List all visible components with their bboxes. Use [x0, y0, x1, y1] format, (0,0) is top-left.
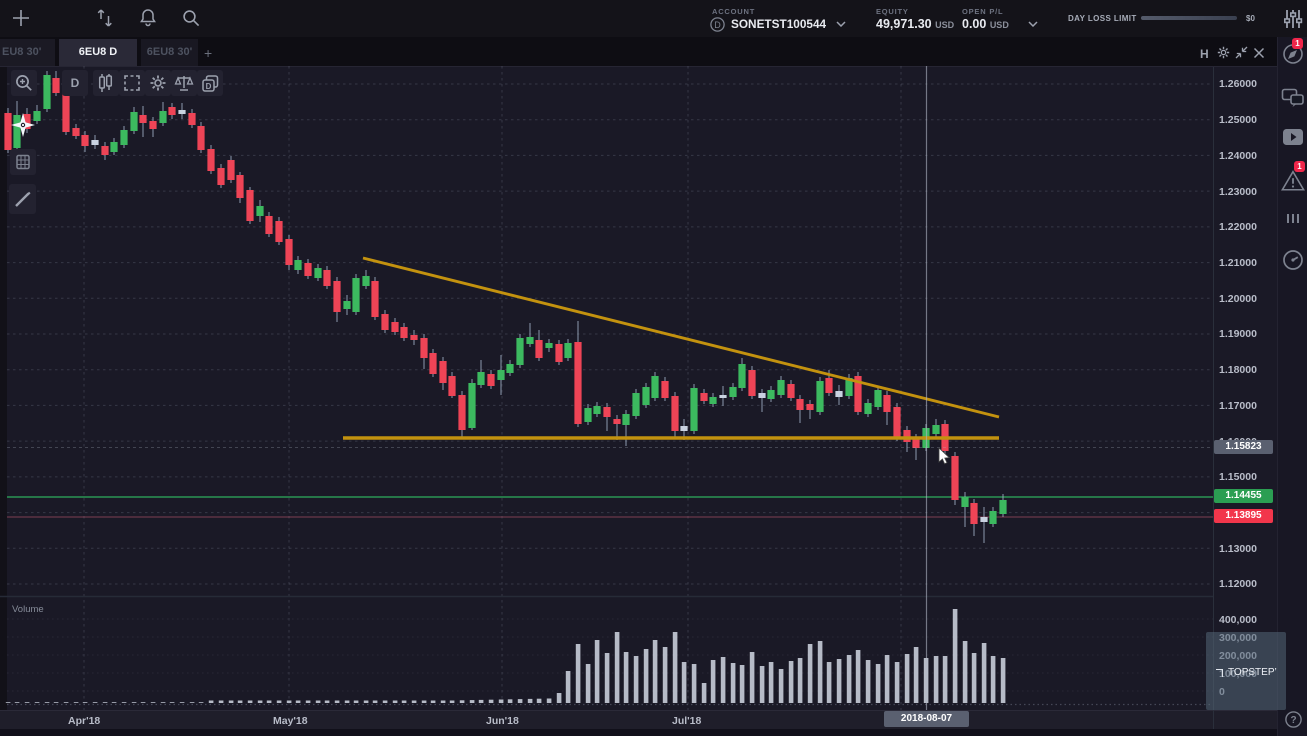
svg-text:D: D: [205, 82, 211, 91]
svg-text:?: ?: [1290, 715, 1296, 726]
svg-text:D: D: [714, 20, 721, 30]
